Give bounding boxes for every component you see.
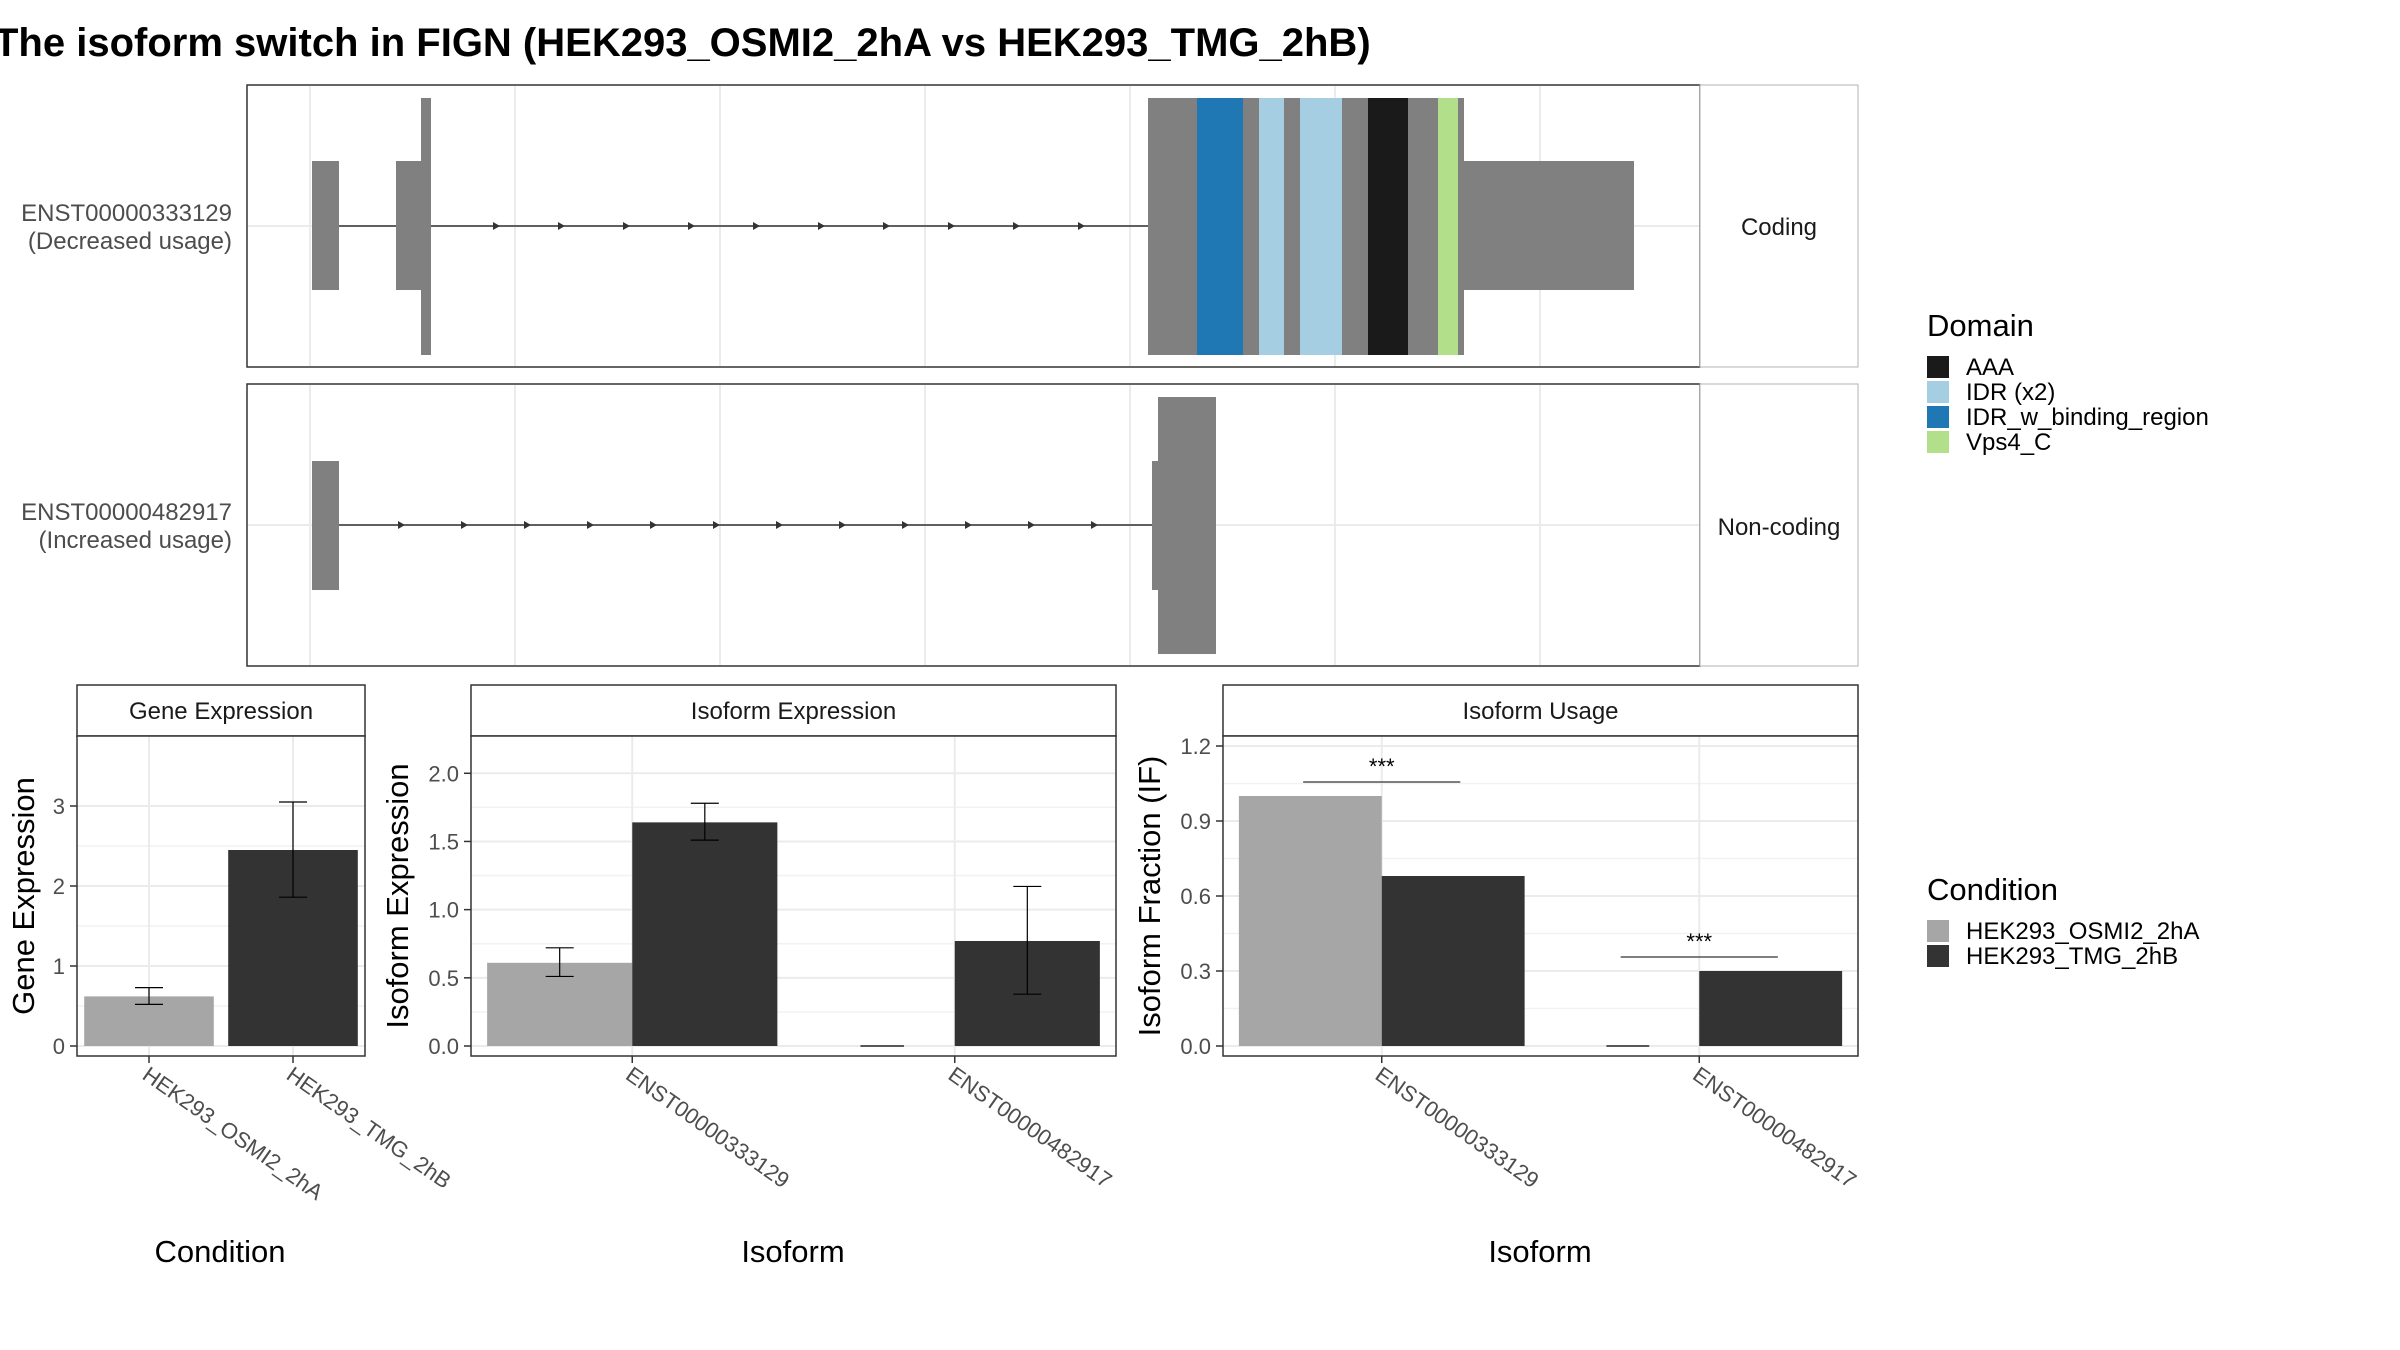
y-axis-title: Gene Expression (6, 777, 41, 1015)
condition-label-0: HEK293_OSMI2_2hA (1966, 918, 2199, 945)
legend-label-1: IDR (x2) (1966, 379, 2055, 406)
expression-panels: Gene Expression0123HEK293_OSMI2_2hAHEK29… (6, 684, 1861, 1269)
bar-ENST00000333129-0 (1238, 796, 1382, 1046)
transcript-panel-noncoding: Non-coding ENST00000482917 (Increased us… (21, 383, 1859, 667)
significance-label: *** (1369, 754, 1395, 779)
x-axis-title: Isoform (741, 1234, 844, 1269)
strip-label-noncoding: Non-coding (1718, 514, 1841, 541)
condition-legend-title: Condition (1927, 872, 2058, 907)
legend-label-3: Vps4_C (1966, 429, 2051, 456)
panel-title-2: Isoform Usage (1462, 698, 1618, 725)
xtick-label: ENST00000482917 (1688, 1062, 1861, 1193)
condition-label-1: HEK293_TMG_2hB (1966, 943, 2178, 970)
legend-swatch-2 (1927, 406, 1949, 428)
ytick-label: 0 (53, 1034, 65, 1059)
ytick-label: 0.6 (1180, 884, 1211, 909)
y-axis-title: Isoform Fraction (IF) (1132, 756, 1167, 1037)
ytick-label: 3 (53, 794, 65, 819)
legend-swatch-1 (1927, 381, 1949, 403)
ytick-label: 0.9 (1180, 809, 1211, 834)
ytick-label: 2.0 (428, 761, 459, 786)
domain-idr-1 (1259, 98, 1284, 355)
ytick-label: 0.3 (1180, 959, 1211, 984)
xtick-label: ENST00000333129 (621, 1062, 794, 1193)
xtick-label: ENST00000482917 (944, 1062, 1117, 1193)
xtick-label: ENST00000333129 (1371, 1062, 1544, 1193)
bar-ENST00000333129-1 (632, 822, 778, 1046)
ytick-label: 1.2 (1180, 734, 1211, 759)
bar-ENST00000333129-1 (1381, 876, 1525, 1046)
condition-swatch-0 (1927, 920, 1949, 942)
transcript-usage-2: (Increased usage) (39, 527, 232, 554)
domain-vps4-c (1438, 98, 1458, 355)
condition-swatch-1 (1927, 945, 1949, 967)
ytick-label: 0.5 (428, 966, 459, 991)
panel-title-1: Isoform Expression (691, 698, 896, 725)
ytick-label: 2 (53, 874, 65, 899)
domain-blocks (1197, 98, 1458, 355)
x-axis-title: Isoform (1488, 1234, 1591, 1269)
transcript-id-2: ENST00000482917 (21, 499, 232, 526)
chart-title: The isoform switch in FIGN (HEK293_OSMI2… (0, 21, 1371, 65)
panel-1: Isoform Expression 0.0 0.5 1.0 1.5 2.0 ENST000… (380, 684, 1117, 1269)
panel-2: Isoform Usage 0.0 0.3 0.6 0.9 1.2 *** *** ENST00… (1132, 684, 1861, 1269)
panel-title-0: Gene Expression (129, 698, 313, 725)
legend-swatch-3 (1927, 431, 1949, 453)
domain-idr-2 (1300, 98, 1342, 355)
transcript-usage-1: (Decreased usage) (28, 228, 232, 255)
bar-ENST00000482917-1 (1699, 971, 1843, 1046)
domain-legend-title: Domain (1927, 308, 2034, 343)
ytick-label: 1 (53, 954, 65, 979)
transcript-panel-coding: Coding ENST00000333129 (Decreased usage) (21, 84, 1859, 368)
ytick-label: 1.0 (428, 898, 459, 923)
legend-swatch-0 (1927, 356, 1949, 378)
ytick-label: 1.5 (428, 829, 459, 854)
transcript-id-1: ENST00000333129 (21, 200, 232, 227)
significance-label: *** (1686, 929, 1712, 954)
strip-label-coding: Coding (1741, 214, 1817, 241)
legend-label-2: IDR_w_binding_region (1966, 404, 2209, 431)
ytick-label: 0.0 (428, 1034, 459, 1059)
ytick-label: 0.0 (1180, 1034, 1211, 1059)
domain-idr-w-binding-region (1197, 98, 1243, 355)
domain-aaa (1368, 98, 1408, 355)
legend-label-0: AAA (1966, 354, 2014, 381)
x-axis-title: Condition (155, 1234, 286, 1269)
y-axis-title: Isoform Expression (380, 763, 415, 1028)
